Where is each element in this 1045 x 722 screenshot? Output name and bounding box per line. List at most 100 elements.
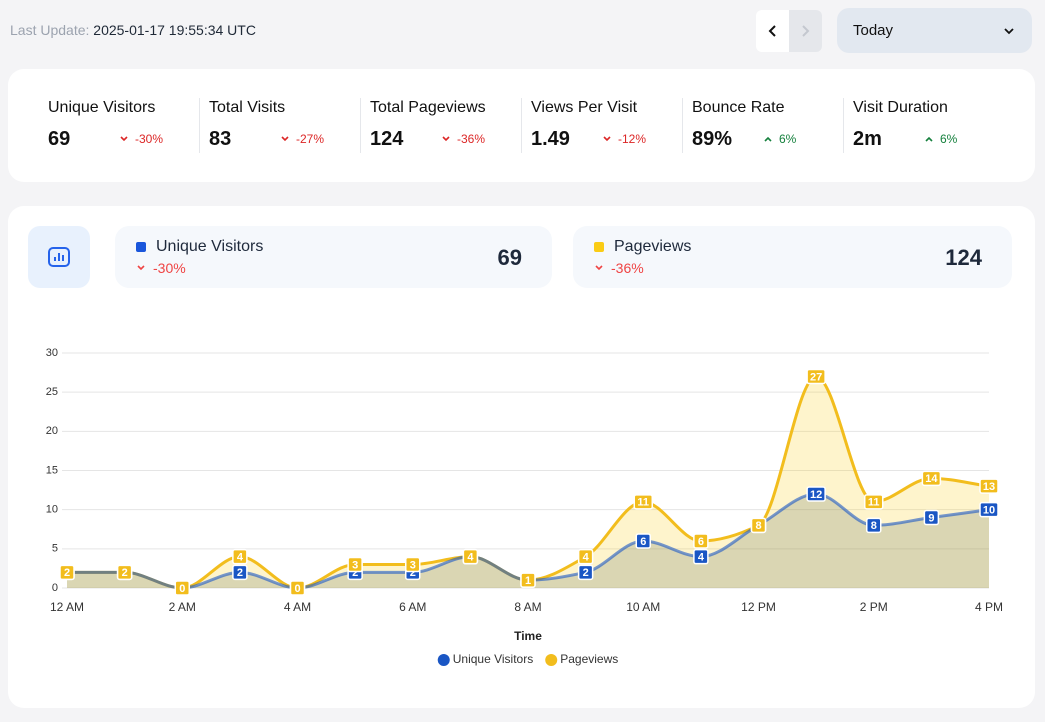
data-label: 1 <box>525 575 531 587</box>
x-tick-label: 2 PM <box>860 600 888 614</box>
stat-label: Unique Visitors <box>48 99 156 116</box>
data-label: 4 <box>237 552 244 564</box>
summary-name: Unique Visitors <box>156 238 264 255</box>
stat-change: 6% <box>779 132 797 146</box>
y-tick-label: 15 <box>46 464 58 476</box>
data-label: 12 <box>810 489 822 501</box>
data-label: 8 <box>755 520 761 532</box>
y-tick-label: 30 <box>46 347 58 359</box>
summary-card: Unique Visitors -30% 69 <box>115 226 552 288</box>
data-label-box <box>635 533 651 549</box>
legend: Unique Visitors Pageviews <box>437 652 618 666</box>
data-label-box <box>116 564 133 581</box>
period-text: Today <box>853 22 894 39</box>
down-arrow <box>281 136 289 142</box>
data-label-box <box>289 580 306 596</box>
prev-button[interactable] <box>756 10 789 52</box>
data-label-box <box>923 509 940 526</box>
chart-icon-button[interactable] <box>28 226 90 288</box>
data-label-box <box>979 501 999 518</box>
x-tick-label: 4 AM <box>284 600 311 614</box>
data-label: 4 <box>583 552 590 564</box>
data-label: 13 <box>983 481 995 493</box>
stat-value: 1.49 <box>531 128 570 150</box>
data-label-box <box>693 548 709 565</box>
summary-name: Pageviews <box>614 238 692 255</box>
series-area <box>67 494 989 588</box>
stat-label: Visit Duration <box>853 99 948 116</box>
data-label-box <box>633 494 653 510</box>
chart-icon <box>48 247 70 267</box>
stat-change: -30% <box>135 132 164 146</box>
next-button[interactable] <box>789 10 822 52</box>
data-label: 27 <box>810 371 822 383</box>
data-label: 2 <box>583 567 589 579</box>
dropdown-icon <box>1004 28 1014 35</box>
data-label: 3 <box>352 559 358 571</box>
summary-change: -36% <box>611 260 644 276</box>
data-label: 0 <box>294 583 300 595</box>
data-label-box <box>979 478 999 494</box>
legend-marker <box>437 654 450 666</box>
legend-label: Unique Visitors <box>453 652 533 666</box>
data-label: 4 <box>698 552 705 564</box>
y-tick-label: 0 <box>52 582 58 594</box>
chart-card <box>8 206 1035 708</box>
up-arrow <box>764 136 772 142</box>
stat-label: Views Per Visit <box>531 99 638 116</box>
stat-value: 2m <box>853 128 882 150</box>
data-label: 11 <box>868 497 880 509</box>
data-label: 3 <box>410 559 416 571</box>
last-update-value: 2025-01-17 19:55:34 UTC <box>93 22 256 38</box>
x-tick-label: 6 AM <box>399 600 426 614</box>
summary-swatch <box>136 242 146 252</box>
down-arrow <box>603 136 611 142</box>
stat-change: -27% <box>296 132 325 146</box>
divider <box>521 98 522 153</box>
y-tick-label: 20 <box>46 425 58 437</box>
stat-change: -12% <box>618 132 647 146</box>
last-update-label: Last Update: <box>10 22 90 38</box>
stats-card: Unique Visitors 69 -30% Total Visits 83 -27% T… <box>8 69 1035 182</box>
data-label: 2 <box>64 567 70 579</box>
stat-value: 69 <box>48 128 71 150</box>
data-label-box <box>693 533 709 549</box>
data-label-box <box>806 486 826 502</box>
data-label-box <box>864 494 884 510</box>
x-tick-label: 8 AM <box>514 600 541 614</box>
divider <box>682 98 683 153</box>
data-label-box <box>232 548 248 565</box>
data-label: 10 <box>983 505 995 517</box>
summary-value: 69 <box>497 245 522 270</box>
stat-label: Total Visits <box>209 99 286 116</box>
data-label-box <box>866 517 882 534</box>
data-label: 9 <box>928 512 934 524</box>
up-arrow <box>925 136 933 142</box>
down-arrow <box>442 136 450 142</box>
stat-value: 83 <box>209 128 232 150</box>
stat-change: 6% <box>940 132 958 146</box>
data-label: 11 <box>637 497 649 509</box>
data-label: 0 <box>179 583 185 595</box>
prev-icon <box>768 25 776 37</box>
stat-value: 89% <box>692 128 733 150</box>
data-label-box <box>59 564 75 581</box>
x-tick-label: 12 PM <box>741 600 776 614</box>
data-label: 6 <box>698 536 704 548</box>
data-label: 2 <box>237 567 243 579</box>
data-label-box <box>174 580 190 596</box>
y-tick-label: 5 <box>52 543 58 555</box>
summary-value: 124 <box>945 245 982 270</box>
divider <box>843 98 844 153</box>
y-tick-label: 25 <box>46 386 58 398</box>
data-label-box <box>806 368 826 385</box>
data-label-box <box>520 572 536 588</box>
period-dropdown[interactable]: Today <box>837 8 1032 53</box>
next-icon <box>802 25 810 37</box>
data-label: 8 <box>871 520 877 532</box>
data-label: 6 <box>640 536 646 548</box>
data-label: 2 <box>122 567 128 579</box>
data-label-box <box>577 564 594 581</box>
